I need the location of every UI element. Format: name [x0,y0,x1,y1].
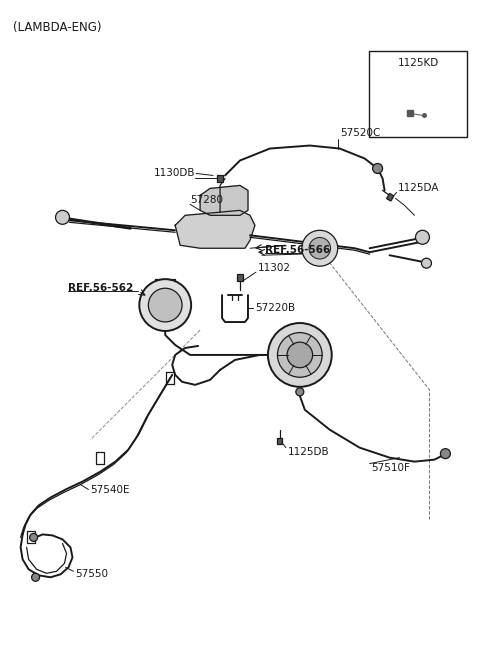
Bar [217,175,223,183]
Bar [369,50,468,137]
Text: 57280: 57280 [190,195,223,205]
Circle shape [287,342,312,368]
Circle shape [277,333,322,377]
Text: 57510F: 57510F [372,463,410,473]
Circle shape [302,230,338,266]
Text: 1125KD: 1125KD [397,58,439,68]
Circle shape [441,449,450,459]
Circle shape [30,533,37,541]
Text: (LAMBDA-ENG): (LAMBDA-ENG) [12,21,101,34]
Bar [386,193,394,201]
Circle shape [309,238,331,259]
Circle shape [139,279,191,331]
Text: 1125DB: 1125DB [288,447,329,457]
Text: REF.56-562: REF.56-562 [69,283,134,293]
Circle shape [148,288,182,322]
Text: 1130DB: 1130DB [154,169,195,179]
Text: 57540E: 57540E [90,485,130,495]
Bar [277,438,282,444]
Text: 57520C: 57520C [340,127,380,137]
Circle shape [296,388,304,396]
Text: 57550: 57550 [75,569,108,579]
Circle shape [56,210,70,224]
Circle shape [421,258,432,268]
Circle shape [32,573,39,581]
Text: REF.56-566: REF.56-566 [265,245,330,255]
Circle shape [416,230,430,244]
Circle shape [268,323,332,387]
Bar [237,274,243,281]
Polygon shape [200,185,248,215]
Polygon shape [175,210,255,248]
Text: 1125DA: 1125DA [397,183,439,193]
Text: 11302: 11302 [258,263,291,273]
Circle shape [372,163,383,173]
Text: 57220B: 57220B [255,303,295,313]
